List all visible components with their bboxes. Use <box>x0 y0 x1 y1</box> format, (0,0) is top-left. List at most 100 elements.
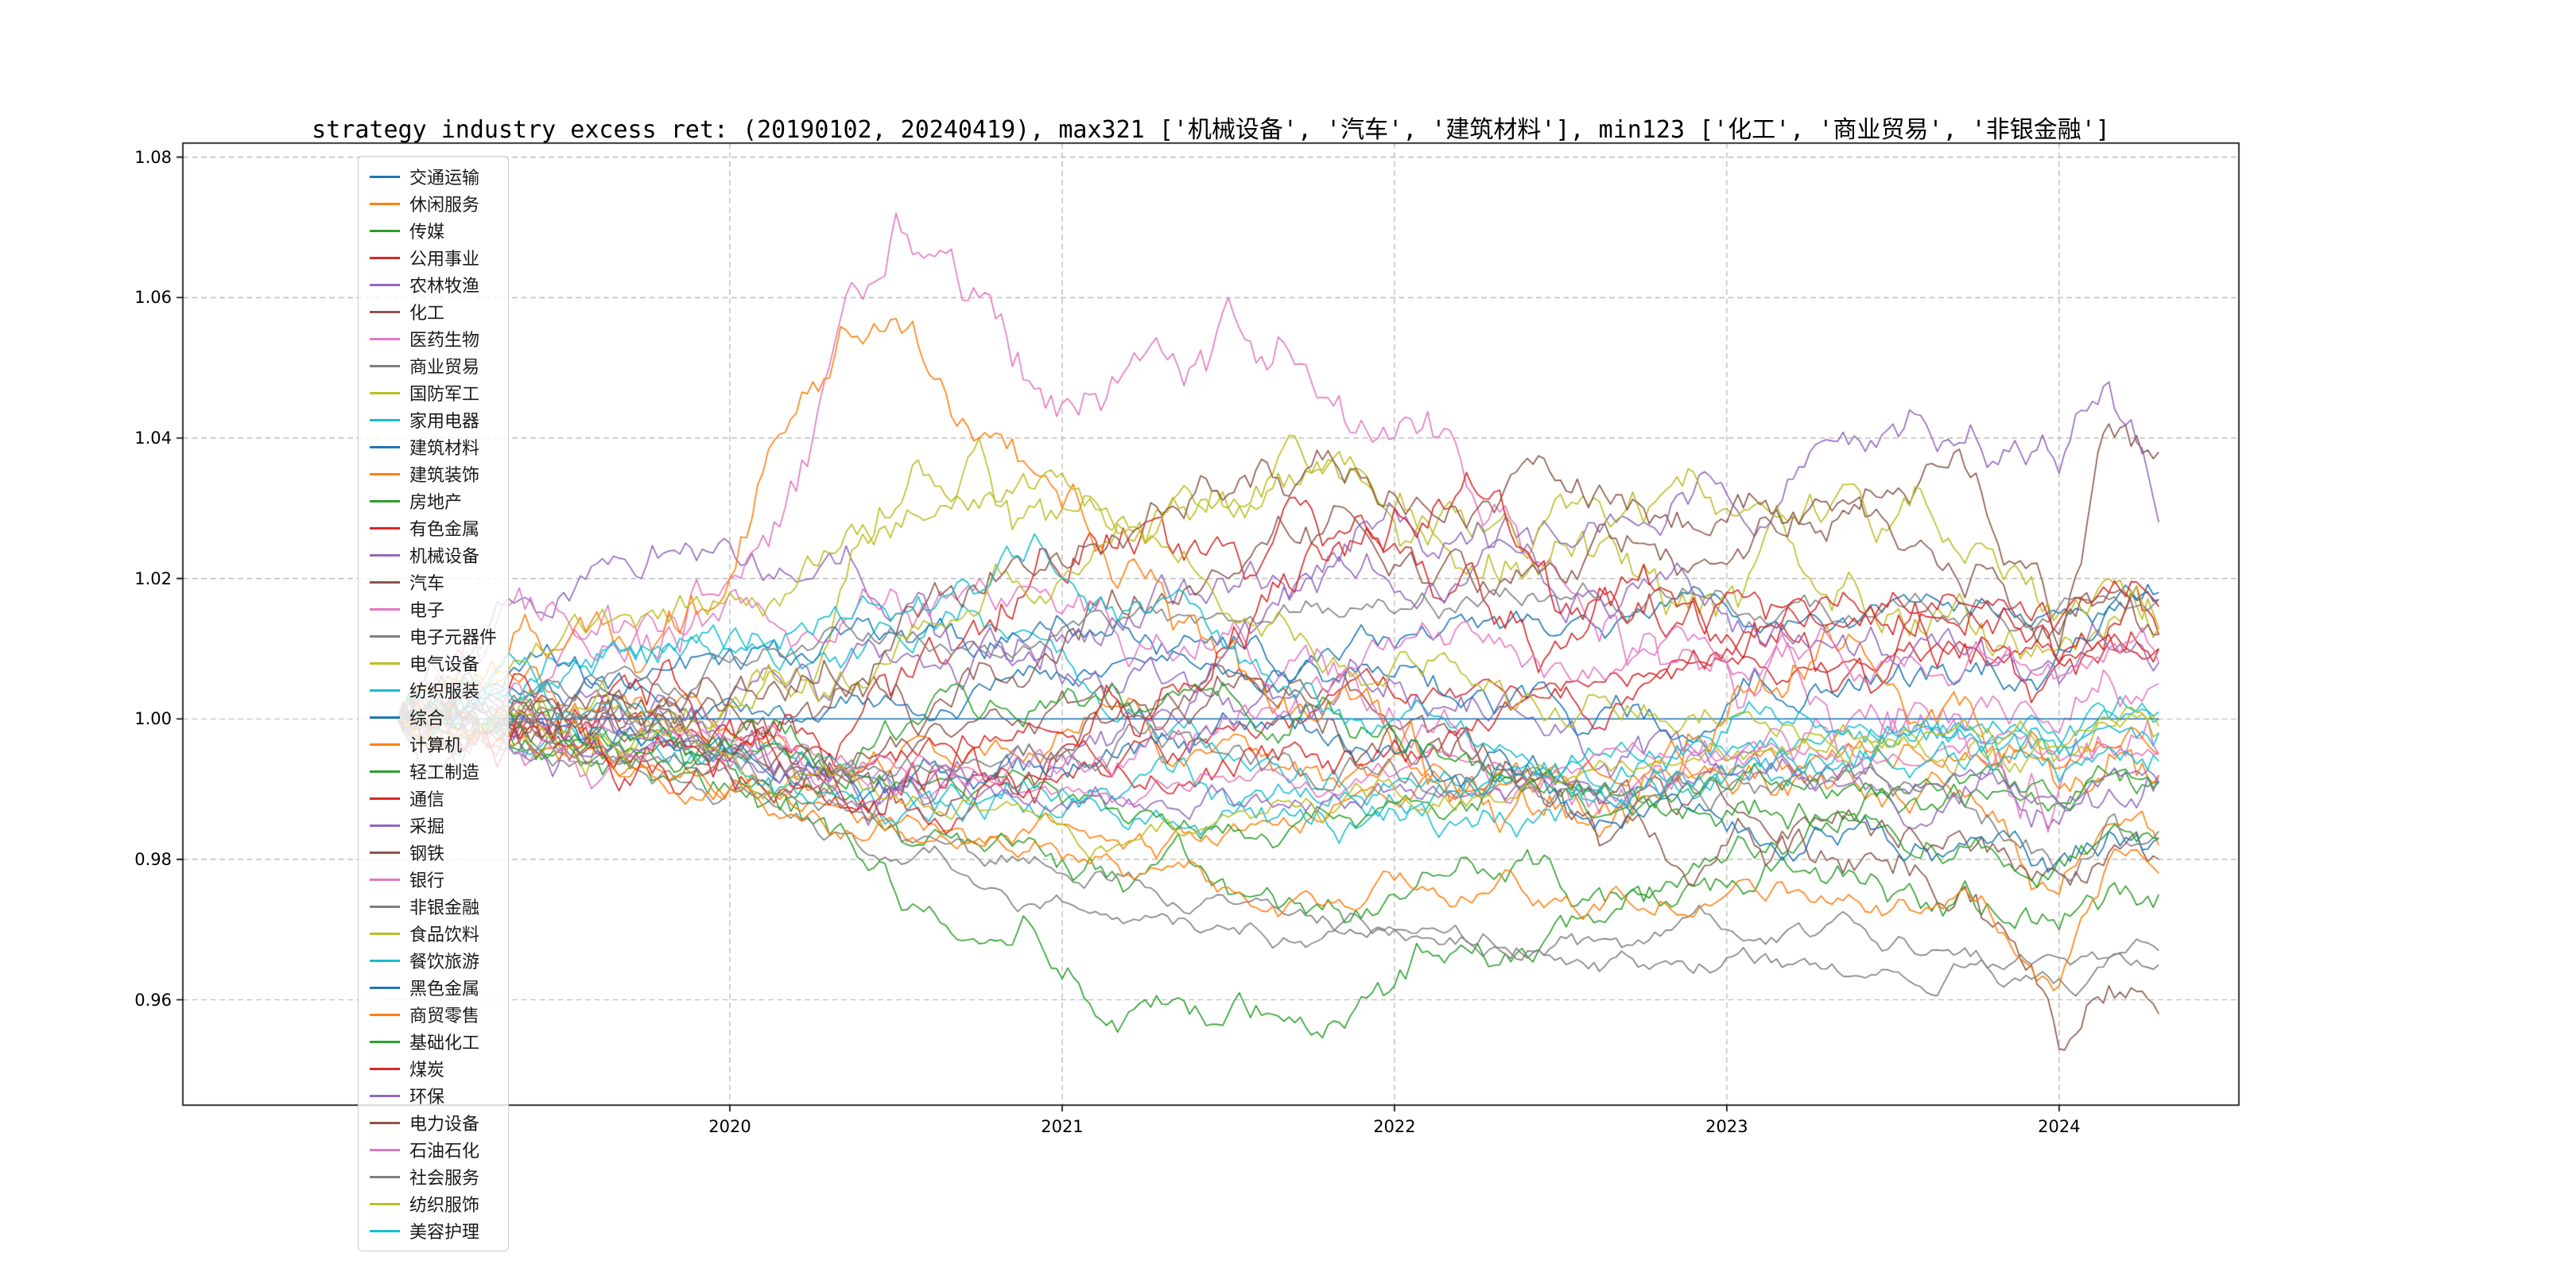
legend-line-swatch <box>370 175 400 178</box>
legend-label: 环保 <box>409 1088 445 1108</box>
legend-item: 石油石化 <box>370 1136 497 1163</box>
legend-line-swatch <box>370 770 400 773</box>
legend-line-swatch <box>370 391 400 394</box>
legend-label: 国防军工 <box>409 385 480 405</box>
legend-item: 传媒 <box>370 217 497 244</box>
legend-label: 电子元器件 <box>409 628 498 648</box>
legend-line-swatch <box>370 472 400 475</box>
legend-line-swatch <box>370 1013 400 1016</box>
legend-label: 电力设备 <box>409 1115 480 1135</box>
legend-line-swatch <box>370 986 400 989</box>
legend-item: 有色金属 <box>370 514 497 541</box>
legend-item: 纺织服装 <box>370 677 497 704</box>
legend-item: 医药生物 <box>370 325 497 352</box>
legend-line-swatch <box>370 1229 400 1232</box>
legend-line-swatch <box>370 1094 400 1097</box>
legend-item: 交通运输 <box>370 163 497 190</box>
legend-item: 钢铁 <box>370 839 497 866</box>
legend-line-swatch <box>370 797 400 800</box>
legend-item: 环保 <box>370 1082 497 1109</box>
legend-line-swatch <box>370 445 400 448</box>
legend-line-swatch <box>370 716 400 719</box>
legend-item: 商业贸易 <box>370 352 497 379</box>
legend-label: 交通运输 <box>409 169 480 188</box>
legend-label: 综合 <box>409 709 445 729</box>
legend-line-swatch <box>370 418 400 421</box>
legend-item: 基础化工 <box>370 1028 497 1055</box>
legend-line-swatch <box>370 1040 400 1043</box>
x-tick-label: 2021 <box>1041 1117 1084 1136</box>
legend-line-swatch <box>370 824 400 827</box>
y-tick-label: 0.98 <box>134 849 172 869</box>
legend-item: 通信 <box>370 785 497 812</box>
legend-label: 非银金融 <box>409 898 480 918</box>
legend-item: 汽车 <box>370 568 497 596</box>
y-tick-label: 1.04 <box>134 428 172 448</box>
legend-label: 社会服务 <box>409 1169 480 1189</box>
y-tick-label: 1.08 <box>134 147 172 167</box>
legend-line-swatch <box>370 1148 400 1151</box>
y-tick-label: 1.06 <box>134 288 172 308</box>
legend-line-swatch <box>370 905 400 908</box>
legend-item: 银行 <box>370 866 497 893</box>
legend-label: 纺织服装 <box>409 682 480 702</box>
legend-line-swatch <box>370 553 400 557</box>
legend-label: 煤炭 <box>409 1061 445 1080</box>
legend-label: 休闲服务 <box>409 196 480 215</box>
legend-line-swatch <box>370 256 400 259</box>
legend-item: 化工 <box>370 298 497 325</box>
legend-item: 国防军工 <box>370 379 497 406</box>
legend-item: 电子元器件 <box>370 623 497 650</box>
legend-label: 汽车 <box>409 574 445 594</box>
legend-line-swatch <box>370 580 400 584</box>
legend-label: 轻工制造 <box>409 763 480 783</box>
legend-line-swatch <box>370 337 400 340</box>
legend-item: 商贸零售 <box>370 1001 497 1028</box>
legend-line-swatch <box>370 202 400 205</box>
legend-label: 商业贸易 <box>409 358 480 378</box>
legend-item: 房地产 <box>370 487 497 514</box>
y-tick-label: 0.96 <box>134 990 172 1010</box>
legend-item: 餐饮旅游 <box>370 947 497 974</box>
legend-label: 建筑装饰 <box>409 466 480 486</box>
legend-label: 通信 <box>409 790 445 810</box>
legend-item: 建筑材料 <box>370 433 497 460</box>
y-tick-label: 1.02 <box>134 568 172 588</box>
legend: 交通运输 休闲服务 传媒 公用事业 农林牧渔 化工 医药生物 商业贸易 国防军工 家用电器 建筑材料… <box>358 156 510 1251</box>
legend-line-swatch <box>370 959 400 962</box>
legend-label: 有色金属 <box>409 520 480 540</box>
legend-label: 餐饮旅游 <box>409 952 480 972</box>
legend-label: 医药生物 <box>409 331 480 351</box>
legend-label: 房地产 <box>409 493 463 513</box>
legend-label: 纺织服饰 <box>409 1196 480 1216</box>
legend-item: 建筑装饰 <box>370 460 497 487</box>
x-tick-label: 2024 <box>2038 1117 2081 1136</box>
legend-item: 食品饮料 <box>370 920 497 947</box>
legend-item: 采掘 <box>370 812 497 839</box>
legend-item: 休闲服务 <box>370 190 497 217</box>
legend-line-swatch <box>370 1121 400 1124</box>
legend-line-swatch <box>370 878 400 881</box>
legend-line-swatch <box>370 526 400 530</box>
legend-item: 公用事业 <box>370 244 497 271</box>
legend-line-swatch <box>370 499 400 502</box>
legend-line-swatch <box>370 743 400 746</box>
legend-line-swatch <box>370 1202 400 1205</box>
legend-line-swatch <box>370 364 400 367</box>
legend-line-swatch <box>370 851 400 854</box>
legend-item: 电力设备 <box>370 1109 497 1136</box>
chart-title: strategy industry excess ret: (20190102,… <box>312 116 2110 144</box>
legend-line-swatch <box>370 1175 400 1178</box>
legend-item: 电气设备 <box>370 650 497 677</box>
legend-label: 家用电器 <box>409 412 480 432</box>
legend-item: 煤炭 <box>370 1055 497 1082</box>
legend-item: 美容护理 <box>370 1217 497 1244</box>
legend-line-swatch <box>370 634 400 638</box>
legend-label: 计算机 <box>409 736 463 756</box>
legend-label: 化工 <box>409 304 445 324</box>
legend-label: 美容护理 <box>409 1223 480 1243</box>
x-tick-label: 2020 <box>708 1117 751 1136</box>
legend-label: 石油石化 <box>409 1142 480 1162</box>
legend-item: 非银金融 <box>370 893 497 920</box>
